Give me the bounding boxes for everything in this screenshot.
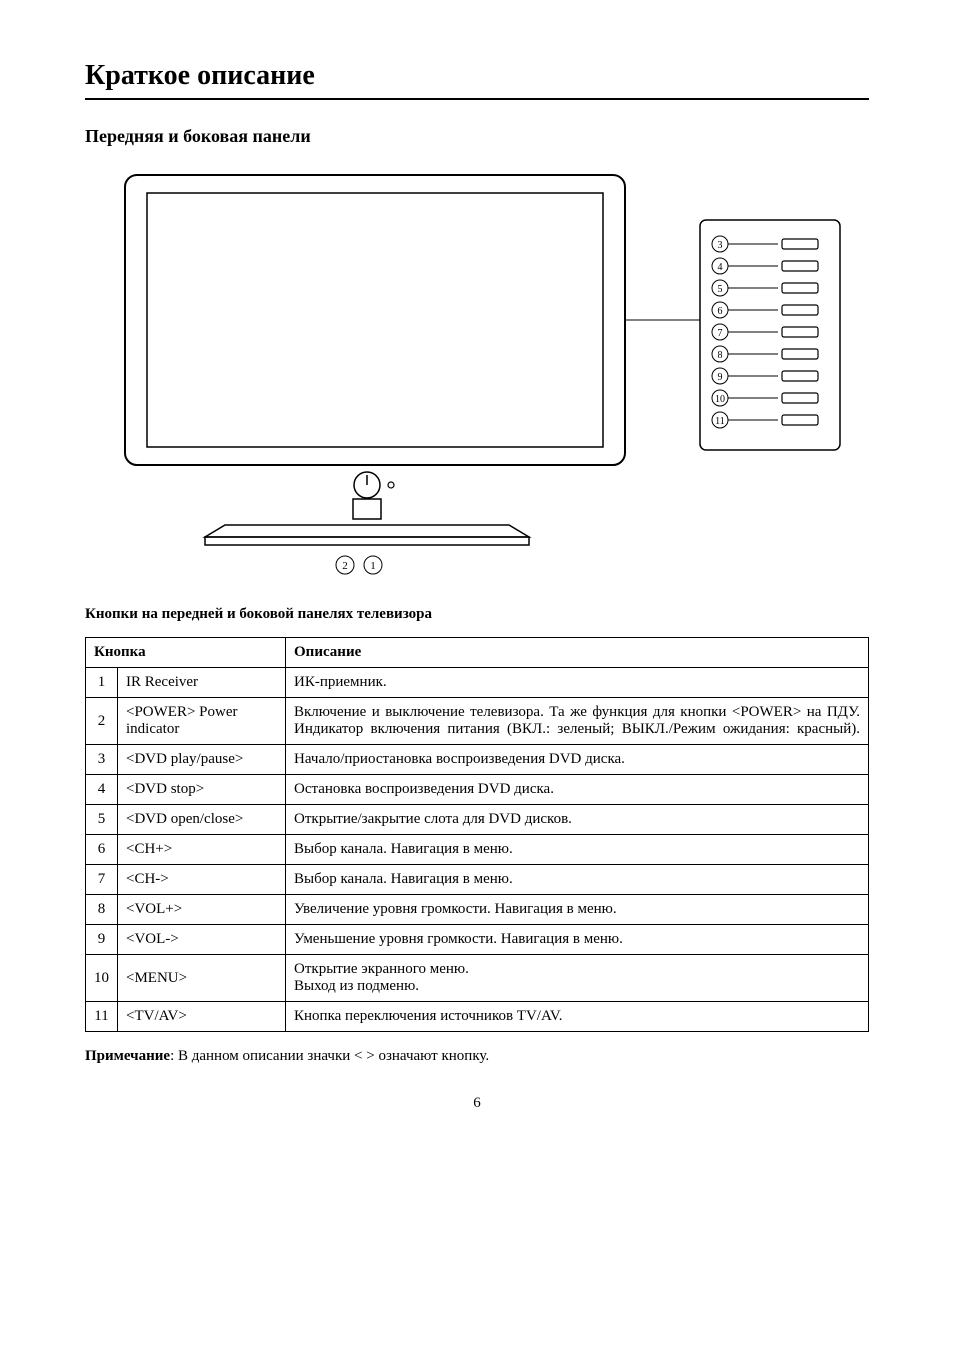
svg-text:8: 8 <box>718 350 723 361</box>
cell-description: Уменьшение уровня громкости. Навигация в… <box>286 925 869 955</box>
svg-text:2: 2 <box>342 560 348 572</box>
th-desc: Описание <box>286 638 869 668</box>
tv-diagram: 3 4 5 6 7 8 9 10 11 2 1 <box>105 165 869 590</box>
svg-text:3: 3 <box>718 240 723 251</box>
cell-description: Включение и выключение телевизора. Та же… <box>286 698 869 745</box>
svg-text:9: 9 <box>718 372 723 383</box>
table-caption: Кнопки на передней и боковой панелях тел… <box>85 606 869 623</box>
note-text: : В данном описании значки < > означают … <box>170 1048 489 1064</box>
table-row: 7<CH->Выбор канала. Навигация в меню. <box>86 865 869 895</box>
cell-button: <VOL+> <box>118 895 286 925</box>
cell-number: 8 <box>86 895 118 925</box>
table-row: 1IR ReceiverИК-приемник. <box>86 668 869 698</box>
cell-description: Увеличение уровня громкости. Навигация в… <box>286 895 869 925</box>
cell-number: 9 <box>86 925 118 955</box>
title-rule <box>85 98 869 100</box>
cell-description: Открытие/закрытие слота для DVD дисков. <box>286 805 869 835</box>
svg-text:10: 10 <box>715 394 725 405</box>
buttons-table: Кнопка Описание 1IR ReceiverИК-приемник.… <box>85 637 869 1032</box>
cell-number: 11 <box>86 1002 118 1032</box>
table-row: 4<DVD stop>Остановка воспроизведения DVD… <box>86 775 869 805</box>
cell-button: <CH-> <box>118 865 286 895</box>
cell-number: 6 <box>86 835 118 865</box>
cell-button: IR Receiver <box>118 668 286 698</box>
cell-button: <CH+> <box>118 835 286 865</box>
section-subtitle: Передняя и боковая панели <box>85 126 869 147</box>
cell-button: <TV/AV> <box>118 1002 286 1032</box>
cell-description: Начало/приостановка воспроизведения DVD … <box>286 745 869 775</box>
table-row: 2<POWER> Power indicatorВключение и выкл… <box>86 698 869 745</box>
cell-description: Остановка воспроизведения DVD диска. <box>286 775 869 805</box>
cell-button: <VOL-> <box>118 925 286 955</box>
svg-text:7: 7 <box>718 328 723 339</box>
cell-description: ИК-приемник. <box>286 668 869 698</box>
cell-button: <POWER> Power indicator <box>118 698 286 745</box>
svg-text:11: 11 <box>715 416 725 427</box>
svg-text:6: 6 <box>718 306 723 317</box>
page-title: Краткое описание <box>85 60 869 92</box>
cell-description: Кнопка переключения источников TV/AV. <box>286 1002 869 1032</box>
cell-description: Открытие экранного меню.Выход из подменю… <box>286 955 869 1002</box>
th-button: Кнопка <box>86 638 286 668</box>
note-label: Примечание <box>85 1048 170 1064</box>
cell-number: 4 <box>86 775 118 805</box>
svg-text:5: 5 <box>718 284 723 295</box>
table-row: 11<TV/AV>Кнопка переключения источников … <box>86 1002 869 1032</box>
table-row: 5<DVD open/close>Открытие/закрытие слота… <box>86 805 869 835</box>
cell-button: <DVD play/pause> <box>118 745 286 775</box>
svg-text:4: 4 <box>718 262 723 273</box>
note: Примечание: В данном описании значки < >… <box>85 1048 869 1065</box>
svg-text:1: 1 <box>370 560 376 572</box>
cell-button: <DVD open/close> <box>118 805 286 835</box>
cell-button: <MENU> <box>118 955 286 1002</box>
table-row: 8<VOL+>Увеличение уровня громкости. Нави… <box>86 895 869 925</box>
cell-number: 7 <box>86 865 118 895</box>
cell-number: 5 <box>86 805 118 835</box>
cell-description: Выбор канала. Навигация в меню. <box>286 835 869 865</box>
table-row: 6<CH+>Выбор канала. Навигация в меню. <box>86 835 869 865</box>
cell-number: 2 <box>86 698 118 745</box>
table-row: 9<VOL->Уменьшение уровня громкости. Нави… <box>86 925 869 955</box>
cell-number: 3 <box>86 745 118 775</box>
table-row: 3<DVD play/pause>Начало/приостановка вос… <box>86 745 869 775</box>
cell-number: 1 <box>86 668 118 698</box>
cell-description: Выбор канала. Навигация в меню. <box>286 865 869 895</box>
table-row: 10<MENU>Открытие экранного меню.Выход из… <box>86 955 869 1002</box>
page-number: 6 <box>85 1095 869 1112</box>
cell-button: <DVD stop> <box>118 775 286 805</box>
cell-number: 10 <box>86 955 118 1002</box>
